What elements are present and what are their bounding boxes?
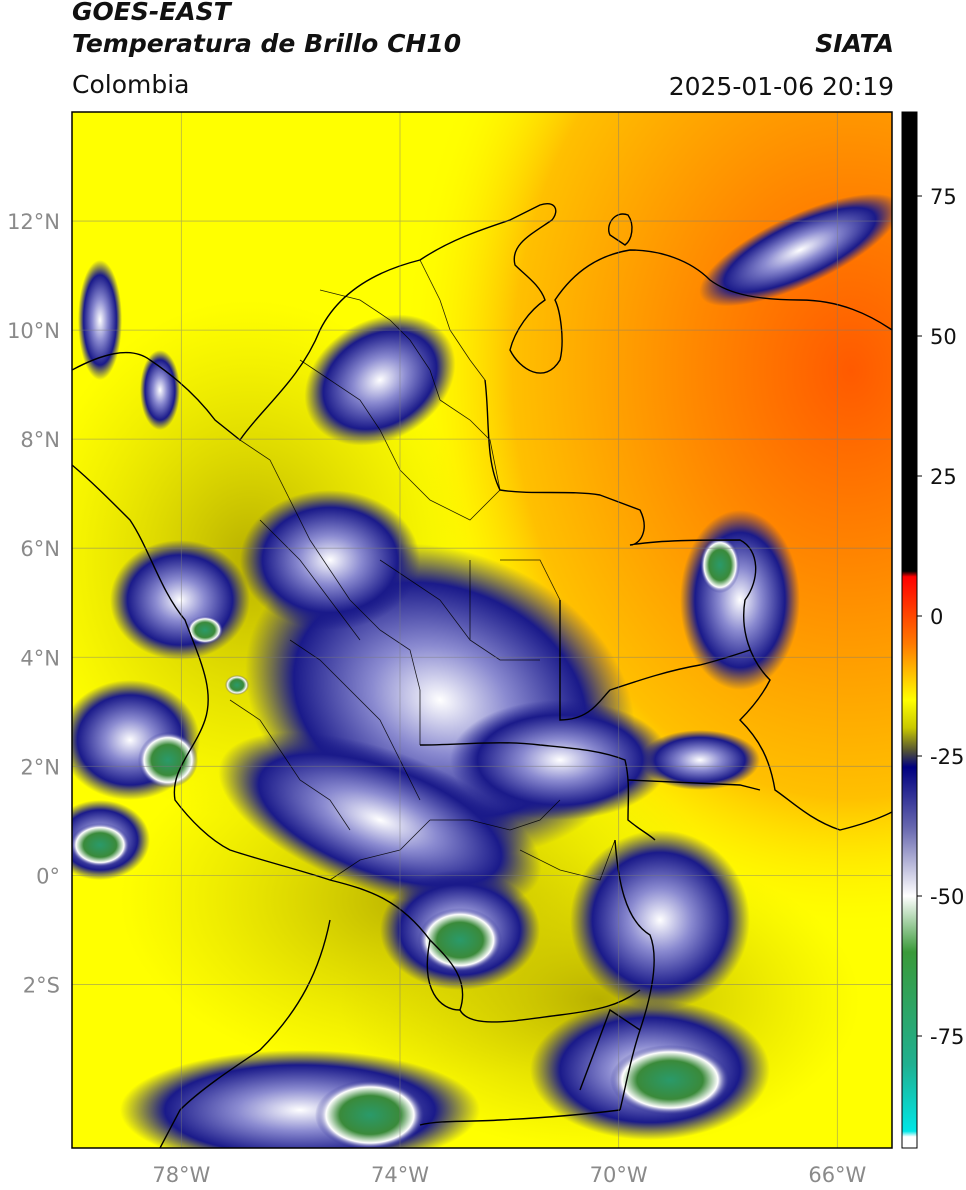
- lon-tick-label: 78°W: [152, 1163, 210, 1187]
- satellite-title: GOES-EAST: [72, 0, 231, 26]
- colorbar-tick-label: -75: [930, 1025, 964, 1049]
- colorbar-scale: [901, 111, 918, 1149]
- lat-tick-label: 4°N: [20, 646, 60, 670]
- lat-tick-label: 10°N: [7, 319, 60, 343]
- lat-tick-label: 12°N: [7, 210, 60, 234]
- product-title: Temperatura de Brillo CH10: [72, 29, 462, 58]
- colorbar-tick-label: -25: [930, 745, 964, 769]
- longitude-labels: 78°W 74°W 70°W 66°W: [152, 1163, 866, 1187]
- region-label: Colombia: [72, 70, 190, 99]
- lat-tick-label: 2°N: [20, 755, 60, 779]
- gridlines: [72, 112, 892, 1148]
- map-frame: [71, 111, 893, 1149]
- agency-label: SIATA: [815, 29, 894, 58]
- lat-tick-label: 0°: [36, 864, 60, 888]
- colorbar-tick-label: 50: [930, 325, 957, 349]
- title-block: GOES-EAST Temperatura de Brillo CH10: [72, 0, 461, 60]
- imagery-layer: [72, 112, 892, 1148]
- lon-tick-label: 70°W: [590, 1163, 648, 1187]
- lat-tick-label: 6°N: [20, 537, 60, 561]
- colorbar-tick-label: 0: [930, 605, 943, 629]
- lat-tick-label: 8°N: [20, 428, 60, 452]
- lat-tick-label: 2°S: [23, 973, 60, 997]
- colorbar-tick-label: -50: [930, 885, 964, 909]
- datetime-label: 2025-01-06 20:19: [668, 72, 894, 101]
- colorbar-tick-label: 25: [930, 465, 957, 489]
- lon-tick-label: 66°W: [808, 1163, 866, 1187]
- latitude-labels: 12°N 10°N 8°N 6°N 4°N 2°N 0° 2°S: [7, 210, 60, 997]
- coldest-cloud-tops: [72, 537, 740, 1148]
- lon-tick-label: 74°W: [371, 1163, 429, 1187]
- political-borders: [72, 203, 892, 1148]
- colorbar: 75 50 25 0 -25 -50 -75: [901, 111, 964, 1149]
- colorbar-tick-label: 75: [930, 185, 957, 209]
